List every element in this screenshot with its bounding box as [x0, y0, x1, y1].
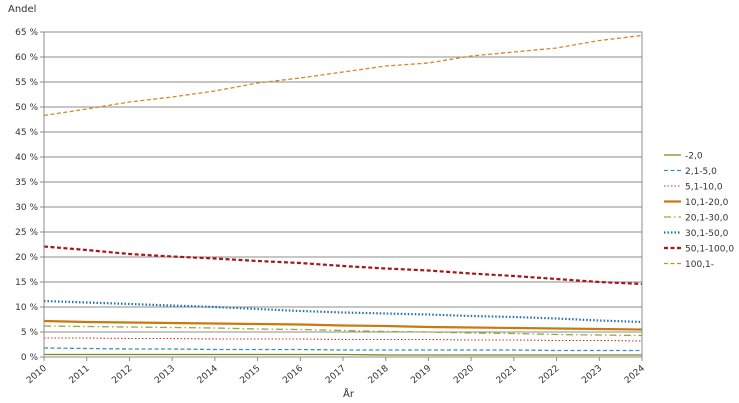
- legend-label: 2,1-5,0: [685, 167, 717, 177]
- x-tick-label: 2022: [538, 364, 562, 386]
- y-tick-label: 15 %: [15, 278, 38, 288]
- y-tick-label: 30 %: [15, 203, 38, 213]
- y-tick-label: 65 %: [15, 28, 38, 38]
- legend-label: 100,1-: [685, 260, 714, 270]
- legend-label: 10,1-20,0: [685, 198, 729, 208]
- series-lines: [43, 34, 643, 356]
- legend-label: 30,1-50,0: [685, 229, 729, 239]
- x-tick-label: 2010: [25, 363, 49, 386]
- legend-label: -2,0: [685, 152, 703, 162]
- series-line: [43, 34, 643, 117]
- y-tick-label: 40 %: [15, 153, 38, 163]
- x-tick-label: 2012: [110, 364, 134, 386]
- series-line: [43, 319, 643, 331]
- x-tick-label: 2021: [495, 364, 519, 386]
- series-line: [43, 245, 643, 286]
- y-tick-label: 45 %: [15, 128, 38, 138]
- x-tick-label: 2018: [367, 363, 391, 386]
- legend-label: 20,1-30,0: [685, 214, 729, 224]
- series-line: [43, 299, 643, 324]
- x-tick-label: 2024: [623, 363, 647, 386]
- series-line: [43, 347, 642, 352]
- x-tick-label: 2014: [196, 363, 220, 386]
- y-tick-label: 25 %: [15, 228, 38, 238]
- y-tick-label: 60 %: [15, 53, 38, 63]
- x-tick-label: 2013: [153, 364, 177, 386]
- series-line: [44, 353, 642, 356]
- series-line: [44, 337, 643, 342]
- x-tick-label: 2017: [324, 364, 348, 386]
- x-tick-label: 2020: [452, 363, 476, 386]
- y-axis-ticks: 0 % 5 % 10 % 15 % 20 % 25 % 30 % 35 % 40 % 45 % 50…: [15, 28, 44, 363]
- series-line: [43, 325, 643, 337]
- x-tick-label: 2016: [281, 363, 305, 386]
- x-axis-ticks: 2010 2011 2012 2013 2014 2015 2016 2017 2018 2019…: [25, 357, 647, 386]
- y-tick-label: 10 %: [15, 303, 38, 313]
- x-tick-label: 2011: [68, 364, 92, 386]
- x-tick-label: 2019: [409, 363, 433, 386]
- x-axis-title: År: [343, 387, 355, 400]
- plot-area-border: [43, 31, 643, 358]
- y-tick-label: 35 %: [15, 178, 38, 188]
- legend: -2,0 2,1-5,0 5,1-10,0 10,1-20,0 20,1-30,0 30,…: [664, 152, 734, 270]
- legend-label: 5,1-10,0: [685, 183, 723, 193]
- y-tick-label: 5 %: [21, 328, 39, 338]
- legend-label: 50,1-100,0: [685, 245, 734, 255]
- y-tick-label: 55 %: [15, 78, 38, 88]
- y-axis-title: Andel: [8, 4, 36, 15]
- x-tick-label: 2015: [239, 364, 263, 386]
- y-tick-label: 0 %: [21, 353, 39, 363]
- grid-lines: [44, 31, 642, 358]
- y-tick-label: 20 %: [15, 253, 38, 263]
- x-tick-label: 2023: [580, 364, 604, 386]
- y-tick-label: 50 %: [15, 103, 38, 113]
